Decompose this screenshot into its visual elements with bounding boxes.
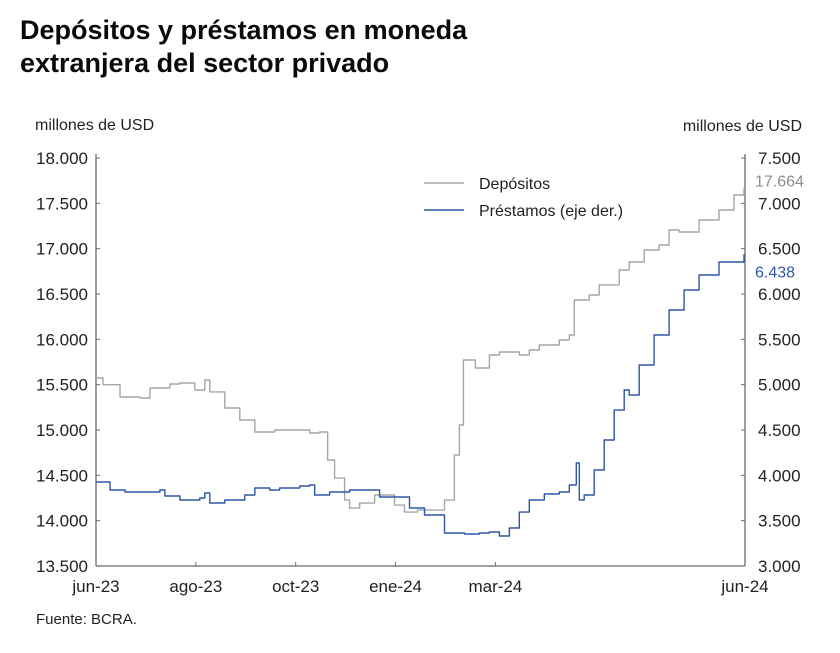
series-lines — [96, 188, 745, 537]
right-axis-tick-label: 4.000 — [758, 466, 801, 485]
series-line-prestamos — [96, 254, 745, 537]
end-value-label: 17.664 — [755, 174, 804, 191]
right-axis-tick-label: 3.500 — [758, 512, 801, 531]
legend-label: Préstamos (eje der.) — [479, 203, 623, 220]
left-axis-tick-label: 15.500 — [36, 376, 88, 395]
left-axis-unit-label: millones de USD — [35, 117, 155, 134]
left-axis-tick-label: 14.500 — [36, 466, 88, 485]
right-axis-tick-label: 4.500 — [758, 421, 801, 440]
series-line-depositos — [96, 188, 745, 513]
left-axis-tick-label: 18.000 — [36, 149, 88, 168]
left-axis-tick-label: 15.000 — [36, 421, 88, 440]
left-axis-tick-label: 16.000 — [36, 330, 88, 349]
right-axis-tick-label: 3.000 — [758, 557, 801, 576]
left-axis-tick-label: 14.000 — [36, 512, 88, 531]
x-axis-tick-label: ago-23 — [169, 577, 222, 596]
legend-label: Depósitos — [479, 176, 550, 193]
left-axis-tick-label: 16.500 — [36, 285, 88, 304]
left-axis-tick-label: 13.500 — [36, 557, 88, 576]
right-axis-tick-label: 5.500 — [758, 330, 801, 349]
right-axis-tick-label: 5.000 — [758, 376, 801, 395]
right-axis-tick-label: 6.000 — [758, 285, 801, 304]
chart-title: Depósitos y préstamos en moneda extranje… — [20, 15, 468, 78]
source-note: Fuente: BCRA. — [36, 611, 137, 628]
left-axis-tick-label: 17.000 — [36, 240, 88, 259]
right-axis-tick-label: 7.500 — [758, 149, 801, 168]
right-axis-tick-label: 7.000 — [758, 194, 801, 213]
left-axis-tick-label: 17.500 — [36, 194, 88, 213]
x-axis-tick-label: ene-24 — [369, 577, 422, 596]
x-axis-tick-label: jun-23 — [71, 577, 119, 596]
legend: Depósitos Préstamos (eje der.) — [424, 176, 623, 220]
x-axis-tick-label: jun-24 — [720, 577, 768, 596]
end-labels: 17.664 6.438 — [755, 174, 804, 282]
x-axis-tick-label: mar-24 — [468, 577, 522, 596]
end-value-label: 6.438 — [755, 264, 795, 281]
axes: 13.500 14.000 14.500 15.000 15.500 16.000 16.5… — [36, 149, 801, 596]
right-axis-tick-label: 6.500 — [758, 240, 801, 259]
right-axis-unit-label: millones de USD — [682, 118, 802, 135]
x-axis-tick-label: oct-23 — [272, 577, 319, 596]
